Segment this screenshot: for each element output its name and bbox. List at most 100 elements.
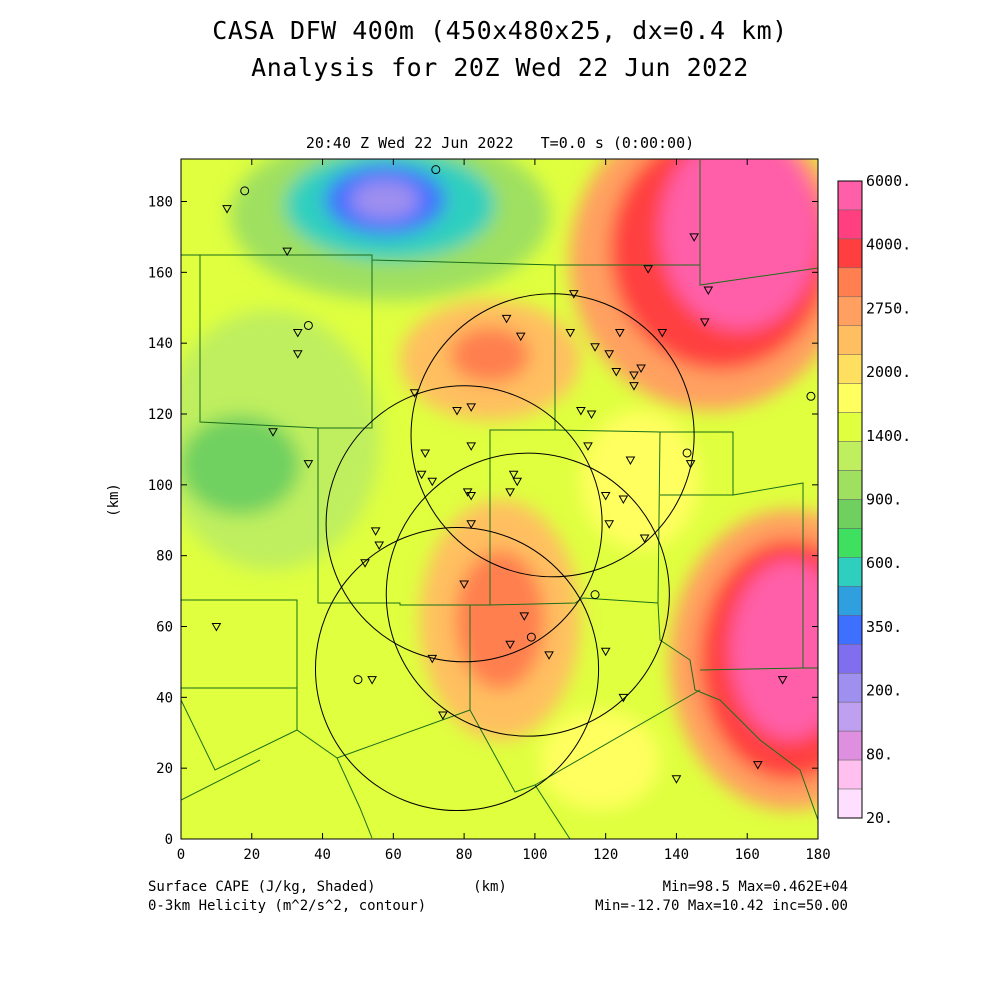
station-triangle [583,442,593,451]
y-tick-label: 120 [148,407,173,423]
colorbar-label: 6000. [866,172,911,190]
y-tick-label: 80 [156,549,173,565]
station-triangle [519,612,530,621]
county-line-8 [657,602,818,821]
station-triangle [629,371,639,381]
county-line-14 [469,709,571,839]
cape-region-south-yellow [540,710,660,810]
radar-ring-4 [385,452,670,737]
footer-shaded-description: Surface CAPE (J/kg, Shaded) [148,879,376,895]
y-tick-label: 60 [156,620,173,636]
station-triangle [292,329,303,338]
station-triangle [600,491,611,501]
x-axis-title: (km) [473,879,507,895]
radar-ring-3 [410,293,695,578]
station-triangle [625,456,636,466]
x-tick-label: 80 [456,847,473,863]
station-triangle [685,460,696,469]
colorbar-label: 80. [866,745,893,763]
colorbar-swatch [837,209,863,240]
colorbar-swatch [837,672,863,703]
colorbar-swatch [837,180,863,211]
colorbar-label: 4000. [866,236,911,254]
colorbar-swatch [837,615,863,645]
station-triangle [420,449,431,458]
colorbar-label: 2750. [866,299,911,317]
y-tick-label: 20 [156,761,173,777]
y-tick-label: 0 [165,832,173,848]
station-triangle [409,389,420,398]
county-line-10 [181,599,298,689]
colorbar-swatch [837,470,863,500]
station-triangle [374,541,385,551]
county-line-16 [181,759,261,801]
cape-field [181,159,818,839]
radar-range-rings [314,293,695,812]
x-tick-label: 0 [177,847,185,863]
colorbar-swatch [837,759,863,790]
station-circle [431,165,441,175]
station-circle [682,448,692,458]
station-triangle [604,520,615,529]
station-triangle [222,205,232,214]
colorbar-swatch [837,412,863,442]
station-triangle [618,693,629,703]
station-triangle [586,410,597,420]
cape-region-ne-max [660,159,818,330]
station-triangle [427,654,438,664]
footer-contour-description: 0-3km Helicity (m^2/s^2, contour) [148,898,426,914]
x-tick-label: 140 [664,847,689,863]
station-triangle [416,470,427,480]
colorbar-swatch [837,701,863,732]
plot-axes: 0 20 40 60 80 100 120 140 160 180 0 20 40 60 80 100 120 1… [148,159,831,863]
colorbar-swatch [837,644,863,674]
county-line-11 [181,699,373,839]
station-triangle [636,364,646,373]
station-triangle [466,403,477,412]
station-triangle [777,676,788,685]
county-line-3 [489,429,661,606]
title-line-2: Analysis for 20Z Wed 22 Jun 2022 [251,53,749,82]
station-triangle [657,329,668,338]
cape-region-center-core [450,327,530,383]
y-tick-label: 140 [148,336,173,352]
colorbar-swatch [837,586,863,616]
station-circle [240,186,250,196]
station-triangle [600,647,611,657]
colorbar-label: 2000. [866,363,911,381]
colorbar-swatch [837,296,863,327]
y-tick-label: 100 [148,478,173,494]
station-triangle [370,527,381,536]
station-triangle [466,520,477,529]
colorbar-swatch [837,325,863,355]
station-markers [211,165,816,784]
station-triangle [211,623,222,632]
station-triangle [703,286,714,296]
colorbar-label: 600. [866,554,902,572]
footer-shaded-range: Min=98.5 Max=0.462E+04 [663,879,848,895]
radar-ring-1 [314,526,600,812]
colorbar-swatch [837,383,863,413]
radar-ring-2 [325,385,603,663]
station-triangle [282,247,293,257]
x-tick-label: 120 [593,847,618,863]
station-triangle [671,775,682,784]
station-triangle [501,314,512,324]
county-line-6 [660,431,818,669]
county-line-1 [181,254,556,606]
colorbar-label: 350. [866,618,902,636]
x-tick-label: 40 [314,847,331,863]
station-triangle [604,350,615,359]
colorbar-swatch [837,557,863,587]
x-tick-label: 100 [522,847,547,863]
colorbar-frame [837,180,863,819]
colorbar-label: 900. [866,491,902,509]
station-triangle [699,318,710,327]
station-triangle [505,640,515,650]
cape-region-se-max [730,560,818,740]
colorbar-swatch [837,499,863,529]
station-triangle [427,477,438,487]
x-tick-label: 180 [805,847,830,863]
station-triangle [689,233,700,242]
